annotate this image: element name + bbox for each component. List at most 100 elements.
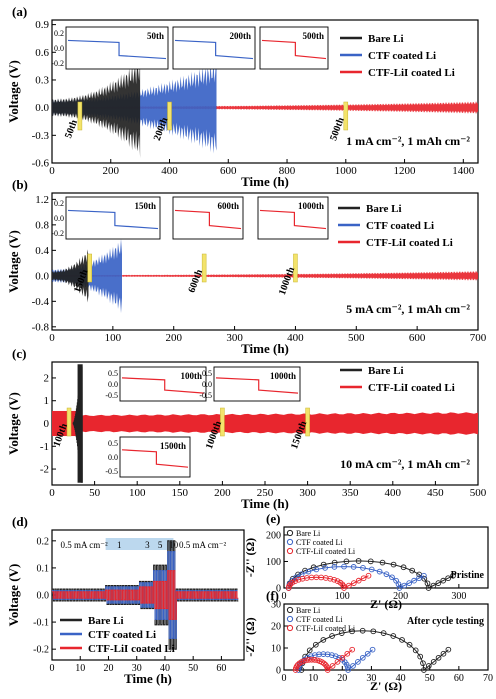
- data-point: [376, 568, 383, 575]
- inset-y-tick: -0.5: [199, 391, 212, 400]
- inset-label: 150th: [134, 201, 156, 211]
- x-tick-label: 0: [49, 332, 55, 344]
- data-point: [306, 647, 313, 654]
- data-point: [389, 574, 395, 581]
- legend-label: CTF coated Li: [366, 220, 434, 232]
- inset-label: 600th: [217, 201, 239, 211]
- legend-label: CTF-LiI coated Li: [88, 643, 175, 655]
- y-tick-label: 30: [271, 600, 281, 611]
- fit-line: [288, 560, 454, 589]
- series-bare-li: [298, 627, 452, 673]
- cycle-marker: [343, 101, 349, 131]
- y-tick-label: -0.4: [32, 296, 50, 308]
- y-tick-label: 0.3: [35, 74, 49, 86]
- y-tick-label: 0.8: [35, 219, 49, 231]
- data-point: [430, 582, 437, 589]
- legend-label: CTF coated Li: [88, 629, 156, 641]
- panel-0: 0 200 400 600 800 1000 1200 1400 -0.6 -0.3 0.0 0.3 0…: [6, 4, 479, 189]
- x-tick-label: 100: [129, 487, 146, 499]
- inset-plot: 100th 0.5 0.0 -0.5: [105, 366, 207, 402]
- series-ctf-lii-coated-li: [52, 410, 479, 437]
- legend-label: CTF-LiI coated Li: [368, 382, 455, 394]
- data-point: [390, 633, 397, 639]
- x-tick-label: 200: [103, 165, 120, 177]
- y-tick-label: 1: [44, 395, 50, 407]
- data-point: [292, 578, 298, 584]
- cycle-marker: [201, 253, 207, 283]
- data-point: [399, 637, 405, 643]
- inset-curve: [174, 39, 254, 60]
- inset-frame: [259, 26, 329, 70]
- x-tick-label: 0: [282, 591, 287, 602]
- inset-y-tick: 0.0: [54, 214, 64, 223]
- legend-label: Bare Li: [368, 33, 404, 45]
- data-point: [370, 628, 377, 635]
- legend-label: CTF-LiI coated Li: [296, 547, 356, 556]
- data-point: [320, 637, 327, 643]
- data-point: [324, 651, 331, 658]
- inset-curve: [259, 209, 327, 230]
- data-point: [341, 563, 347, 570]
- cycle-marker: [167, 101, 172, 131]
- series-spike: [77, 364, 83, 483]
- series-band: [52, 270, 478, 281]
- inset-plot: 600th: [172, 196, 244, 240]
- inset-y-tick: 0.0: [108, 453, 118, 462]
- inset-curve: [67, 39, 167, 60]
- data-point: [349, 628, 355, 635]
- x-tick-label: 40: [160, 663, 170, 674]
- data-point: [350, 580, 357, 586]
- y-tick-label: 0.0: [35, 270, 49, 282]
- data-point: [332, 653, 339, 660]
- y-tick-label: 0.6: [35, 47, 49, 59]
- inset-curve: [121, 377, 205, 394]
- data-point: [343, 558, 350, 565]
- data-point: [320, 651, 327, 657]
- data-point: [355, 558, 362, 564]
- x-tick-label: 20: [337, 673, 347, 684]
- y-tick-label: -0.2: [33, 645, 49, 656]
- data-point: [294, 662, 301, 668]
- cycle-marker: [66, 407, 72, 437]
- data-point: [355, 577, 362, 584]
- x-axis-title: Time (h): [124, 671, 172, 686]
- data-point: [331, 564, 338, 570]
- data-point: [343, 661, 350, 668]
- cycle-marker: [305, 407, 310, 437]
- series-ctf-lii-coated-li: [292, 646, 356, 673]
- data-point: [430, 659, 437, 665]
- x-tick-label: 0: [49, 487, 55, 499]
- data-point: [349, 646, 356, 653]
- inset-y-tick: 0.0: [108, 380, 118, 389]
- rate-label: 0.5 mA cm⁻²: [179, 540, 226, 550]
- x-tick-label: 40: [396, 673, 406, 684]
- rate-band: [105, 538, 174, 550]
- annotation: Pristine: [451, 570, 485, 581]
- condition-label: 5 mA cm⁻², 1 mAh cm⁻²: [346, 302, 470, 316]
- y-axis-title: -Z'' (Ω): [243, 617, 257, 656]
- data-point: [350, 663, 356, 669]
- data-point: [420, 660, 426, 667]
- panel-2: 0 50 100 150 200 250 300 350 400 450 500 -2 -1 0 1 2 Tim…: [6, 346, 487, 511]
- data-point: [411, 577, 417, 584]
- series-ctf-coated-li: [295, 646, 376, 673]
- x-axis-title: Z' (Ω): [370, 679, 402, 693]
- x-tick-label: 600: [220, 165, 237, 177]
- data-point: [331, 576, 337, 583]
- x-axis-title: Time (h): [241, 174, 289, 189]
- x-tick-label: 800: [279, 165, 296, 177]
- y-tick-label: 100: [266, 557, 281, 568]
- legend-label: CTF-LiI coated Li: [296, 624, 356, 633]
- legend-marker: [286, 529, 294, 537]
- inset-frame: [65, 26, 169, 70]
- legend-marker: [286, 538, 294, 546]
- inset-curve: [174, 209, 242, 230]
- y-tick-label: -0.3: [32, 130, 50, 142]
- data-point: [355, 659, 361, 665]
- legend-label: Bare Li: [296, 529, 321, 538]
- data-point: [421, 667, 427, 673]
- legend-label: Bare Li: [296, 606, 321, 615]
- x-tick-label: 450: [427, 487, 444, 499]
- annotation: After cycle testing: [407, 616, 484, 627]
